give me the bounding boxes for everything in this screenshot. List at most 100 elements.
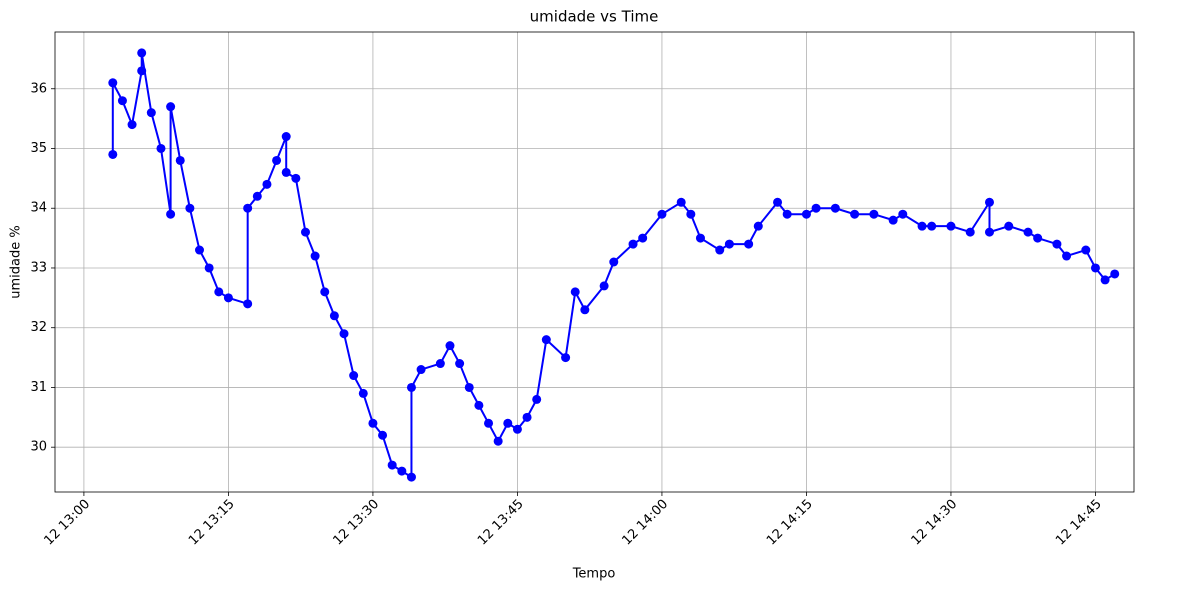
x-tick-label: 12 13:30 xyxy=(331,497,383,549)
data-point xyxy=(349,371,359,381)
data-point xyxy=(869,209,879,219)
x-tick-label: 12 14:45 xyxy=(1053,497,1105,549)
data-point xyxy=(946,221,956,231)
data-point xyxy=(801,209,811,219)
data-point xyxy=(243,299,253,309)
data-point xyxy=(474,400,484,410)
data-point xyxy=(406,472,416,482)
data-point xyxy=(243,203,253,213)
data-point xyxy=(724,239,734,249)
data-point xyxy=(686,209,696,219)
data-point xyxy=(300,227,310,237)
data-point xyxy=(329,311,339,321)
data-point xyxy=(657,209,667,219)
data-point xyxy=(397,466,407,476)
y-tick-label: 32 xyxy=(30,320,47,335)
data-point xyxy=(146,108,156,118)
data-point xyxy=(281,167,291,177)
data-point xyxy=(927,221,937,231)
data-point xyxy=(368,418,378,428)
data-point xyxy=(522,412,532,422)
data-point xyxy=(137,66,147,76)
x-axis-label: Tempo xyxy=(572,567,616,582)
data-point xyxy=(214,287,224,297)
data-point xyxy=(1062,251,1072,261)
data-point xyxy=(695,233,705,243)
data-point xyxy=(1100,275,1110,285)
data-point xyxy=(984,197,994,207)
data-point xyxy=(320,287,330,297)
data-point xyxy=(628,239,638,249)
data-point xyxy=(464,382,474,392)
data-point xyxy=(493,436,503,446)
data-point xyxy=(484,418,494,428)
data-point xyxy=(127,120,137,130)
data-point xyxy=(676,197,686,207)
data-point xyxy=(166,102,176,112)
y-tick-label: 35 xyxy=(30,141,47,156)
data-point xyxy=(599,281,609,291)
data-point xyxy=(850,209,860,219)
data-point xyxy=(773,197,783,207)
data-point xyxy=(117,96,127,106)
data-point xyxy=(503,418,513,428)
data-point xyxy=(262,179,272,189)
data-point xyxy=(406,382,416,392)
data-point xyxy=(108,78,118,88)
x-tick-label: 12 13:00 xyxy=(41,497,93,549)
data-point xyxy=(580,305,590,315)
data-point xyxy=(291,173,301,183)
data-point xyxy=(137,48,147,58)
data-point xyxy=(156,143,166,153)
data-point xyxy=(108,149,118,159)
y-tick-label: 36 xyxy=(30,81,47,96)
data-point xyxy=(638,233,648,243)
x-tick-label: 12 13:45 xyxy=(475,497,527,549)
data-point xyxy=(252,191,262,201)
data-point xyxy=(175,155,185,165)
data-point xyxy=(272,155,282,165)
x-tick-label: 12 14:30 xyxy=(909,497,961,549)
data-point xyxy=(782,209,792,219)
data-point xyxy=(310,251,320,261)
data-point xyxy=(830,203,840,213)
data-point xyxy=(715,245,725,255)
data-point xyxy=(1033,233,1043,243)
data-point xyxy=(744,239,754,249)
chart-title: umidade vs Time xyxy=(530,8,659,26)
data-point xyxy=(888,215,898,225)
data-point xyxy=(1081,245,1091,255)
x-tick-label: 12 13:15 xyxy=(186,497,238,549)
data-point xyxy=(512,424,522,434)
data-point xyxy=(1004,221,1014,231)
data-point xyxy=(166,209,176,219)
plot-frame xyxy=(54,31,1135,493)
y-axis-label: umidade % xyxy=(9,225,24,298)
data-point xyxy=(984,227,994,237)
y-tick-label: 33 xyxy=(30,260,47,275)
data-point xyxy=(185,203,195,213)
data-point xyxy=(455,359,465,369)
data-point xyxy=(378,430,388,440)
data-point xyxy=(1052,239,1062,249)
data-point xyxy=(339,329,349,339)
data-point xyxy=(532,394,542,404)
data-point xyxy=(753,221,763,231)
data-point xyxy=(435,359,445,369)
data-point xyxy=(195,245,205,255)
data-point xyxy=(609,257,619,267)
data-point xyxy=(387,460,397,470)
data-point xyxy=(223,293,233,303)
y-tick-label: 34 xyxy=(30,201,47,216)
y-tick-label: 31 xyxy=(30,380,47,395)
data-point xyxy=(570,287,580,297)
x-tick-label: 12 14:00 xyxy=(620,497,672,549)
x-tick-label: 12 14:15 xyxy=(764,497,816,549)
data-point xyxy=(416,365,426,375)
data-point xyxy=(204,263,214,273)
data-point xyxy=(561,353,571,363)
data-point xyxy=(898,209,908,219)
data-point xyxy=(1023,227,1033,237)
data-point xyxy=(281,132,291,142)
